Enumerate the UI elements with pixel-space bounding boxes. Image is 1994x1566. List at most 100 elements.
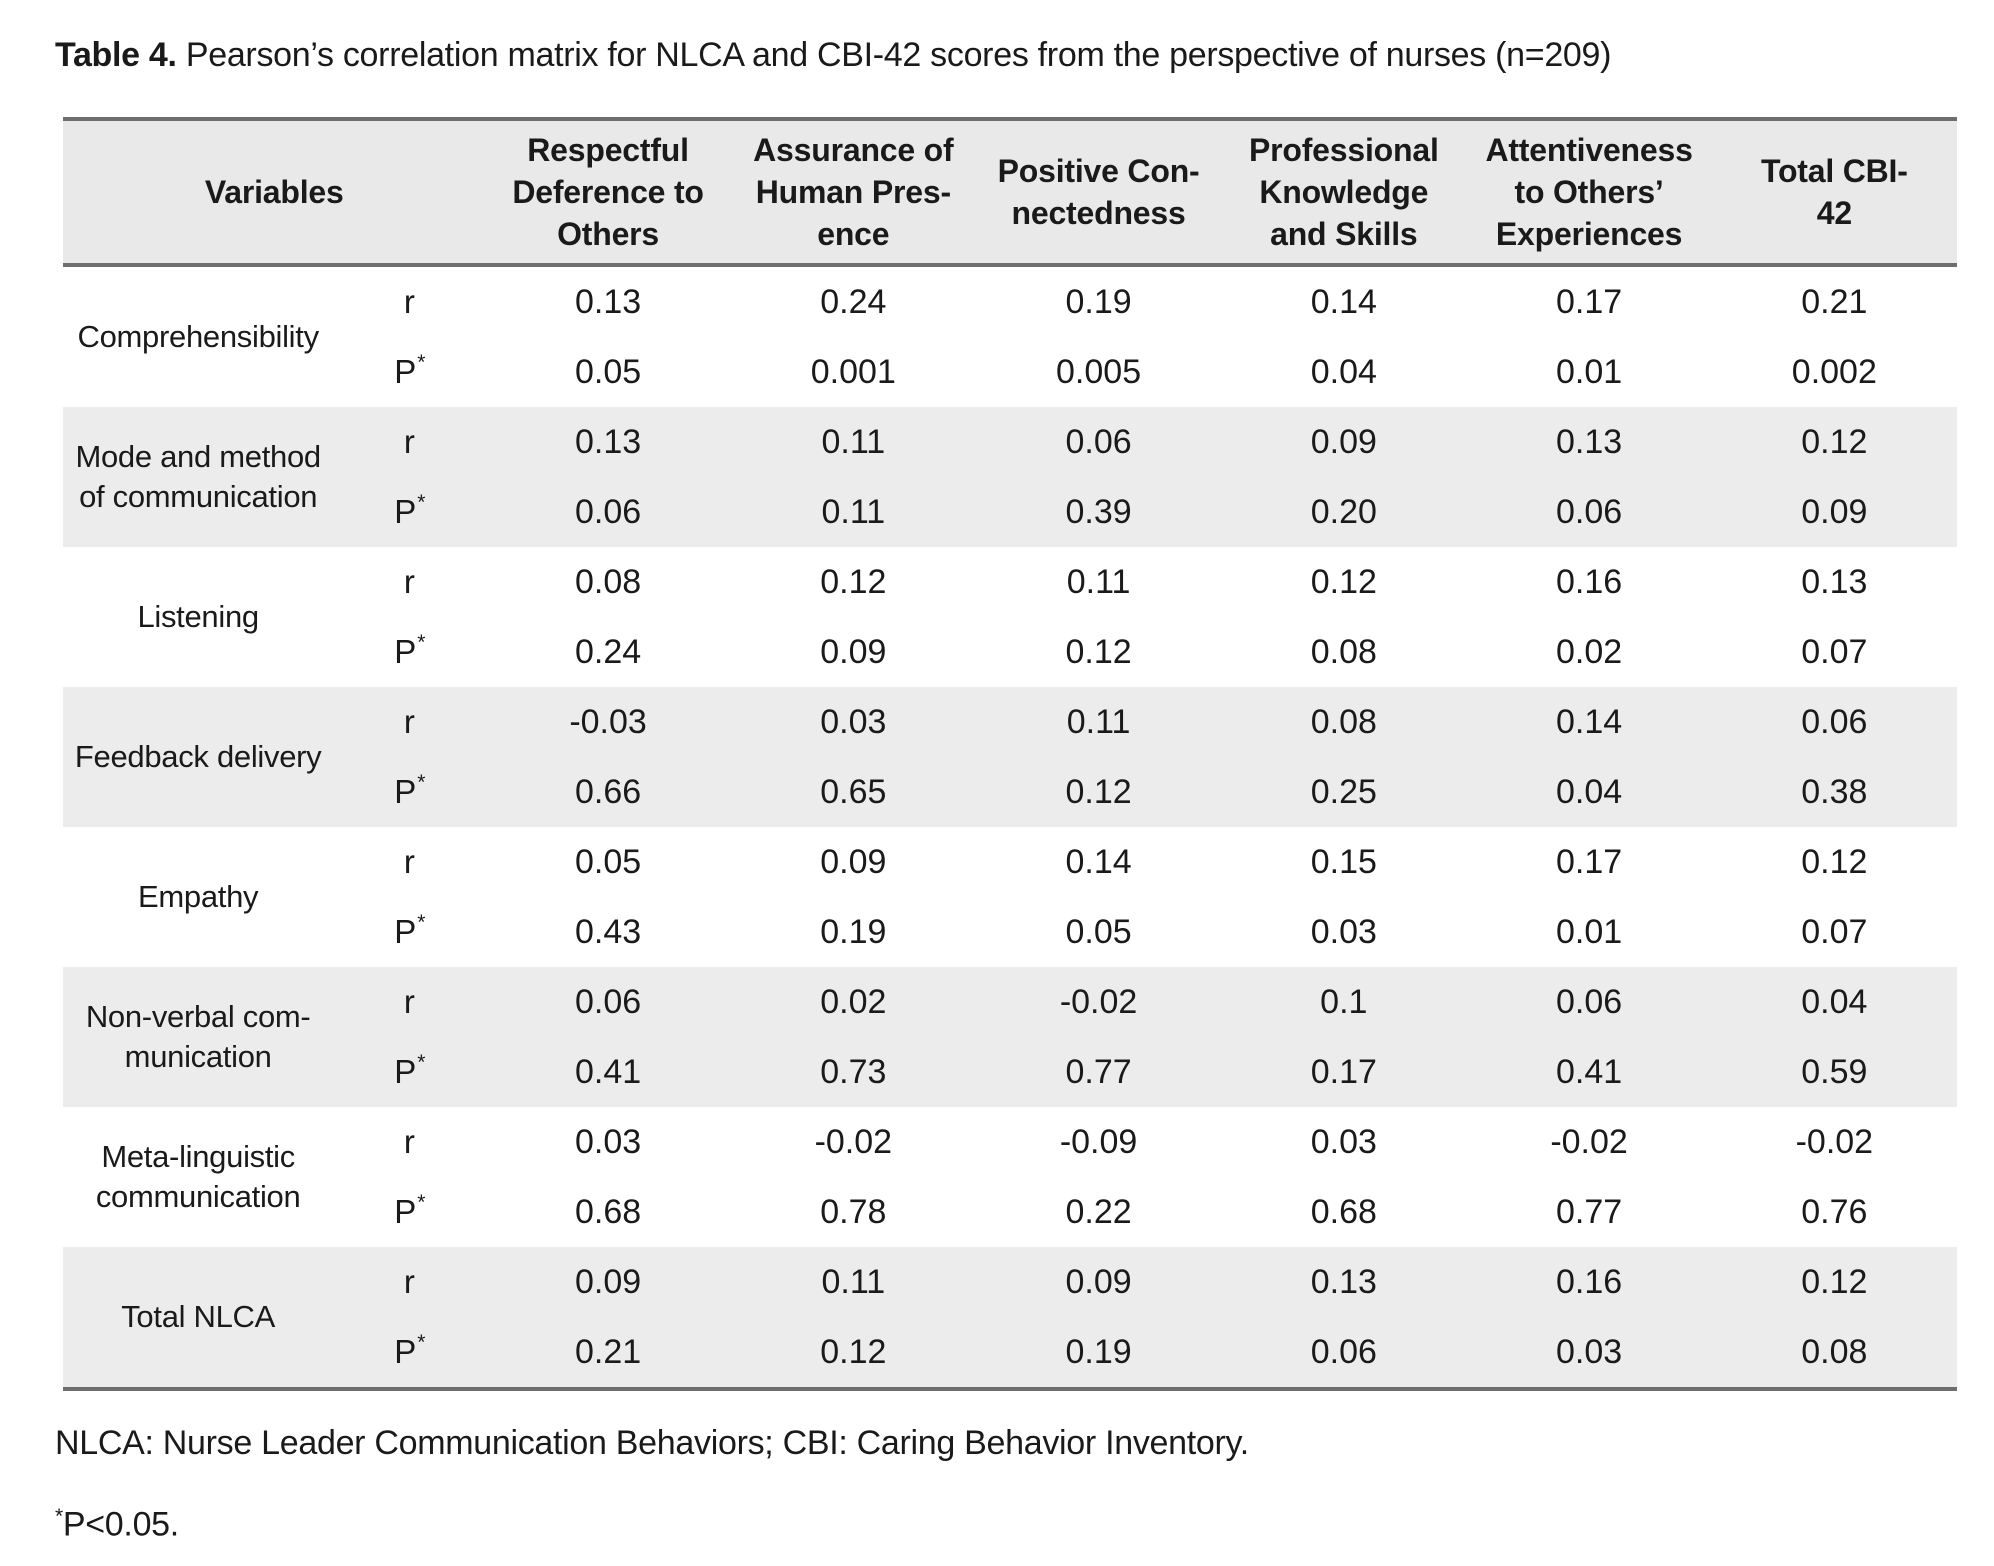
table-title-text: Pearson’s correlation matrix for NLCA an… [176,36,1612,74]
stat-label-p-asterisk: * [417,351,426,374]
stat-label-p-asterisk: * [417,771,426,794]
p-value: 0.005 [1056,352,1142,391]
stat-label-p: P* [333,477,486,547]
stat-label-r: r [403,283,415,320]
p-value: 0.24 [574,632,642,671]
table-row-p: P* 0.41 0.73 0.77 0.17 0.41 0.59 [63,1037,1957,1107]
footnote-significance-text: P<0.05. [62,1505,179,1544]
p-value: 0.78 [820,1192,887,1231]
table-row-p: P* 0.05 0.001 0.005 0.04 0.01 0.002 [63,337,1957,407]
r-value: -0.02 [1550,1122,1628,1161]
r-value: 0.08 [1221,687,1467,757]
r-value: -0.02 [1795,1122,1874,1161]
p-value: 0.12 [975,757,1222,827]
table-row-r: Mode and method of communication r 0.13 0.1… [63,407,1957,547]
r-value: 0.03 [1310,1122,1377,1161]
p-value: 0.59 [1711,1037,1957,1107]
stat-label-p: P* [333,757,486,827]
p-value: 0.11 [730,477,976,547]
footnote-significance-asterisk: * [55,1505,63,1528]
table-row-r: Feedback delivery r -0.03 0.03 0.11 0.08 0.14 0… [63,687,1957,827]
stat-label-p: P* [333,1317,486,1389]
variable-name: Feedback delivery [63,687,334,827]
p-value: 0.12 [730,1317,976,1389]
table-row-p: P* 0.43 0.19 0.05 0.03 0.01 0.07 [63,897,1957,967]
p-value: 0.07 [1801,632,1868,671]
stat-label-p-asterisk: * [417,491,426,514]
table-row-p: P* 0.66 0.65 0.12 0.25 0.04 0.38 [63,757,1957,827]
r-value: 0.06 [1711,687,1957,757]
p-value: 0.73 [730,1037,976,1107]
table-row-p: P* 0.24 0.09 0.12 0.08 0.02 0.07 [63,617,1957,687]
stat-label-p-asterisk: * [417,1051,426,1074]
header-respectful-deference: Respectful Deference to Others [485,119,731,267]
r-value: -0.09 [1059,1122,1138,1161]
r-value: 0.17 [1555,282,1623,321]
p-value: 0.06 [1466,477,1712,547]
r-value: 0.14 [1310,282,1377,321]
stat-label-p-asterisk: * [417,1191,426,1214]
p-value: 0.19 [975,1317,1222,1389]
p-value: 0.41 [485,1037,731,1107]
variable-name: Listening [137,598,259,634]
table-header: Variables Respectful Deference to Others… [63,119,1957,267]
r-value: 0.1 [1221,967,1467,1037]
p-value: 0.68 [1310,1192,1377,1231]
header-total-cbi42: Total CBI- 42 [1711,119,1957,267]
r-value: 0.06 [485,967,731,1037]
r-value: 0.12 [1801,842,1868,881]
stat-label-r: r [333,967,486,1037]
stat-label-r: r [333,1247,486,1317]
p-value: 0.05 [1065,912,1132,951]
r-value: 0.09 [975,1247,1222,1317]
p-value: 0.08 [1310,632,1377,671]
r-value: 0.05 [574,842,642,881]
r-value: 0.09 [485,1247,731,1317]
r-value: 0.12 [1711,407,1957,477]
stat-label-p-asterisk: * [417,631,426,654]
r-value: -0.02 [975,967,1222,1037]
table-row-p: P* 0.68 0.78 0.22 0.68 0.77 0.76 [63,1177,1957,1247]
p-value: 0.04 [1466,757,1712,827]
p-value: 0.38 [1711,757,1957,827]
table-row-r: Listening r 0.08 0.12 0.11 0.12 0.16 0.13 [63,547,1957,634]
r-value: 0.14 [1065,842,1132,881]
stat-label-p: P* [333,897,485,967]
footnote-abbreviations: NLCA: Nurse Leader Communication Behavio… [55,1424,1249,1462]
stat-label-p: P* [333,1177,485,1247]
stat-label-p-letter: P [394,913,417,950]
r-value: 0.13 [485,407,731,477]
r-value: 0.12 [1711,1247,1957,1317]
stat-label-r: r [403,563,415,600]
stat-label-p-letter: P [394,353,417,390]
r-value: 0.08 [574,562,642,601]
p-value: 0.002 [1791,352,1877,391]
header-variables: Variables [63,119,486,267]
r-value: -0.03 [485,687,731,757]
r-value: 0.17 [1555,842,1623,881]
stat-label-r: r [403,843,415,880]
table-title: Table 4. Pearson’s correlation matrix fo… [55,36,1611,75]
variable-name: Non-verbal com- munication [63,967,334,1107]
stat-label-p-letter: P [394,1193,417,1230]
p-value: 0.68 [574,1192,642,1231]
r-value: 0.24 [820,282,887,321]
p-value: 0.65 [730,757,976,827]
r-value: 0.15 [1310,842,1377,881]
r-value: 0.13 [1466,407,1712,477]
p-value: 0.22 [1065,1192,1132,1231]
r-value: 0.06 [1466,967,1712,1037]
r-value: 0.11 [730,407,976,477]
stat-label-p-letter: P [394,1333,417,1370]
r-value: 0.21 [1801,282,1868,321]
p-value: 0.02 [1555,632,1623,671]
p-value: 0.01 [1555,352,1623,391]
p-value: 0.25 [1221,757,1467,827]
variable-name: Comprehensibility [77,318,320,354]
header-positive-connectedness: Positive Con- nectedness [975,119,1222,267]
r-value: 0.03 [574,1122,642,1161]
p-value: 0.43 [574,912,642,951]
r-value: 0.14 [1466,687,1712,757]
r-value: 0.11 [730,1247,976,1317]
r-value: 0.16 [1555,562,1623,601]
